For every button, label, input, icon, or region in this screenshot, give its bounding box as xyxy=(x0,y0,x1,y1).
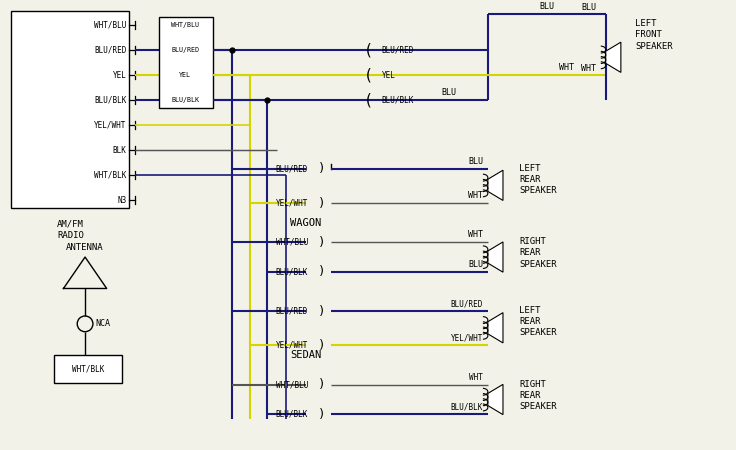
Text: BLU/BLK: BLU/BLK xyxy=(276,267,308,276)
Text: WHT/BLU: WHT/BLU xyxy=(171,22,199,28)
Text: BLU/BLK: BLU/BLK xyxy=(450,402,483,411)
Text: AM/FM
RADIO: AM/FM RADIO xyxy=(57,220,84,240)
Text: BLU: BLU xyxy=(539,2,554,11)
Polygon shape xyxy=(488,384,503,414)
Text: ANTENNA: ANTENNA xyxy=(66,243,104,252)
Text: BLU/RED: BLU/RED xyxy=(276,306,308,315)
Text: LEFT
REAR
SPEAKER: LEFT REAR SPEAKER xyxy=(520,306,557,338)
Text: BLU/BLK: BLU/BLK xyxy=(382,96,414,105)
Text: YEL/WHT: YEL/WHT xyxy=(276,341,308,350)
Text: YEL: YEL xyxy=(113,71,127,80)
Text: WHT: WHT xyxy=(468,230,483,239)
Text: WHT/BLU: WHT/BLU xyxy=(94,21,127,30)
Text: BLU: BLU xyxy=(468,157,483,166)
Text: RIGHT
REAR
SPEAKER: RIGHT REAR SPEAKER xyxy=(520,380,557,411)
Text: ): ) xyxy=(318,236,325,249)
Text: ): ) xyxy=(318,408,325,421)
Text: LEFT
FRONT
SPEAKER: LEFT FRONT SPEAKER xyxy=(635,19,673,50)
Text: ): ) xyxy=(318,162,325,175)
Text: YEL/WHT: YEL/WHT xyxy=(450,333,483,342)
Text: ): ) xyxy=(318,378,325,391)
Text: NCA: NCA xyxy=(95,320,110,328)
Bar xyxy=(159,18,213,108)
Text: N3: N3 xyxy=(117,196,127,205)
Text: BLU/BLK: BLU/BLK xyxy=(171,97,199,103)
Text: WHT: WHT xyxy=(469,373,483,382)
Text: BLU/RED: BLU/RED xyxy=(276,164,308,173)
Text: BLU/BLK: BLU/BLK xyxy=(276,410,308,419)
Text: RIGHT
REAR
SPEAKER: RIGHT REAR SPEAKER xyxy=(520,238,557,269)
Text: ): ) xyxy=(318,339,325,352)
Bar xyxy=(54,356,122,383)
Text: YEL/WHT: YEL/WHT xyxy=(276,198,308,207)
Text: YEL: YEL xyxy=(382,71,396,80)
Text: BLU: BLU xyxy=(581,4,596,13)
Text: WHT/BLU: WHT/BLU xyxy=(276,380,308,389)
Text: WHT: WHT xyxy=(559,63,574,72)
Text: WHT/BLU: WHT/BLU xyxy=(276,238,308,247)
Text: ): ) xyxy=(318,305,325,318)
Text: WHT: WHT xyxy=(468,191,483,200)
Text: WAGON: WAGON xyxy=(291,218,322,228)
Text: WHT/BLK: WHT/BLK xyxy=(72,364,105,373)
Text: BLU/RED: BLU/RED xyxy=(171,47,199,53)
Polygon shape xyxy=(488,313,503,343)
Polygon shape xyxy=(488,170,503,200)
Text: WHT: WHT xyxy=(581,64,596,73)
Text: WHT/BLK: WHT/BLK xyxy=(94,171,127,180)
Text: SEDAN: SEDAN xyxy=(291,350,322,360)
Text: ): ) xyxy=(318,197,325,210)
Text: (: ( xyxy=(364,43,372,58)
Text: YEL/WHT: YEL/WHT xyxy=(94,121,127,130)
Text: ): ) xyxy=(318,266,325,278)
Text: BLK: BLK xyxy=(113,146,127,155)
Text: (: ( xyxy=(364,68,372,83)
Text: (: ( xyxy=(364,93,372,108)
Text: LEFT
REAR
SPEAKER: LEFT REAR SPEAKER xyxy=(520,164,557,195)
Text: BLU/RED: BLU/RED xyxy=(94,46,127,55)
Text: BLU/BLK: BLU/BLK xyxy=(94,96,127,105)
Text: BLU/RED: BLU/RED xyxy=(382,46,414,55)
Text: BLU: BLU xyxy=(468,260,483,269)
Text: YEL: YEL xyxy=(180,72,191,78)
Text: BLU/RED: BLU/RED xyxy=(450,299,483,308)
Polygon shape xyxy=(488,242,503,272)
Polygon shape xyxy=(606,42,621,72)
Bar xyxy=(11,11,130,208)
Text: BLU: BLU xyxy=(441,88,456,97)
